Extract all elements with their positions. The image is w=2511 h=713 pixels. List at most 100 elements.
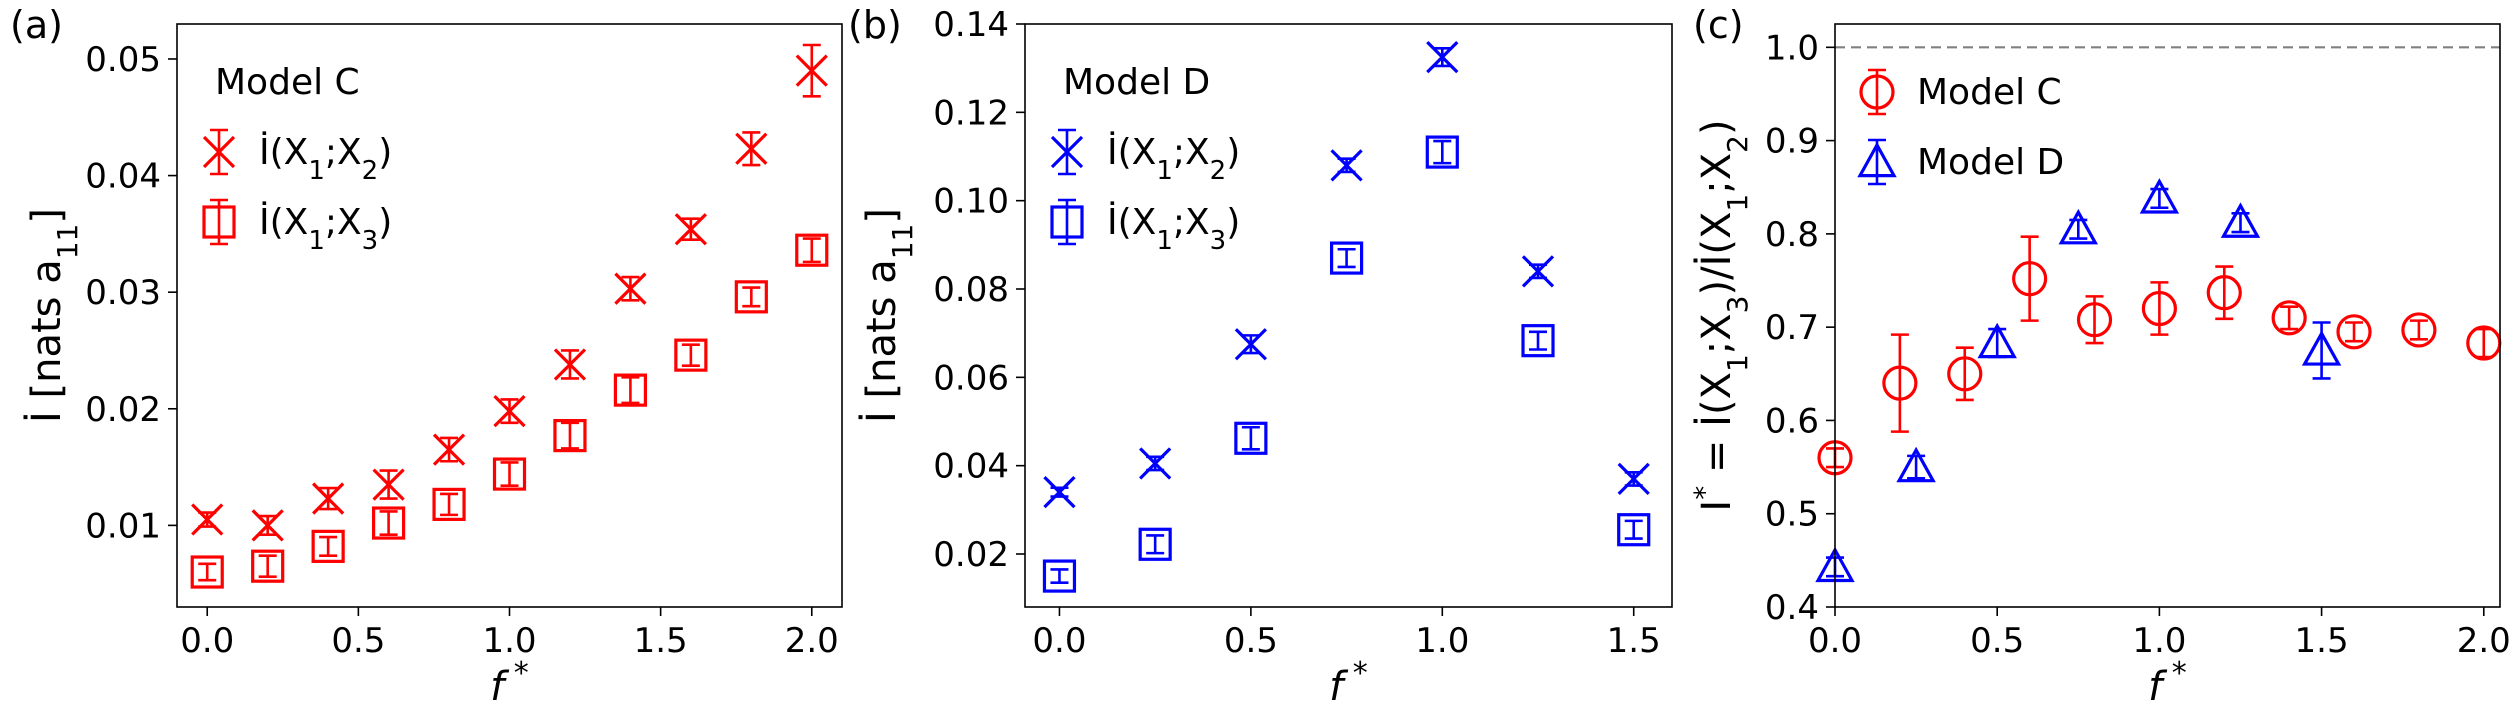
marker-triangle bbox=[1977, 322, 2017, 359]
data-point bbox=[1234, 421, 1268, 455]
data-point bbox=[1977, 322, 2017, 359]
marker-x-b bbox=[795, 54, 828, 87]
y-tick-label: 0.04 bbox=[933, 447, 1009, 487]
data-point bbox=[735, 131, 768, 167]
legend-marker-square bbox=[202, 205, 236, 239]
legend-entry: İ(X1;X3) bbox=[202, 198, 392, 256]
marker-circle bbox=[1947, 356, 1983, 392]
marker-circle bbox=[2206, 275, 2242, 311]
x-tick-label: 1.5 bbox=[634, 621, 688, 661]
y-tick-label: 0.01 bbox=[85, 506, 161, 546]
legend: Model C Model D bbox=[1857, 68, 2064, 186]
data-point bbox=[2336, 314, 2372, 350]
marker-square bbox=[432, 487, 466, 521]
data-point bbox=[432, 487, 466, 521]
x-tick-label: 0.5 bbox=[331, 621, 385, 661]
legend-title: Model D bbox=[1063, 62, 1210, 103]
data-point bbox=[795, 233, 829, 267]
x-tick-label: 2.0 bbox=[2457, 621, 2511, 661]
x-tick-label: 0.0 bbox=[180, 621, 234, 661]
legend-label: İ(X1;X3) bbox=[259, 201, 392, 256]
marker-square bbox=[674, 338, 708, 372]
marker-circle bbox=[1882, 365, 1918, 401]
legend-marker-x-b bbox=[202, 135, 236, 169]
marker-square bbox=[1329, 241, 1364, 275]
legend-label: İ(X1;X2) bbox=[259, 131, 392, 186]
marker-x-b bbox=[1521, 255, 1555, 288]
legend-label: İ(X1;X3) bbox=[1107, 201, 1240, 256]
marker-circle bbox=[2012, 261, 2048, 297]
data-point bbox=[2058, 208, 2099, 245]
legend-marker-triangle bbox=[1857, 141, 1897, 178]
series-0 bbox=[1817, 235, 2502, 476]
plot-frame bbox=[176, 23, 843, 608]
data-point bbox=[2141, 281, 2177, 336]
legend: Model D İ(X1;X2) İ(X1;X3) bbox=[1050, 62, 1240, 256]
x-axis-label: f * bbox=[1329, 656, 1368, 711]
marker-x-b bbox=[432, 433, 466, 466]
y-tick-label: 0.06 bbox=[933, 358, 1009, 398]
marker-x-b bbox=[191, 503, 224, 536]
y-tick-label: 1.0 bbox=[1765, 28, 1819, 68]
x-tick-label: 1.0 bbox=[482, 621, 536, 661]
y-tick-label: 0.7 bbox=[1765, 308, 1819, 348]
legend-label: İ(X1;X2) bbox=[1107, 131, 1240, 186]
legend-label: Model C bbox=[1917, 72, 2062, 113]
data-point bbox=[1329, 241, 1364, 275]
data-point bbox=[613, 373, 648, 407]
y-tick-label: 0.14 bbox=[933, 5, 1009, 45]
marker-triangle bbox=[2139, 178, 2180, 214]
marker-triangle bbox=[1896, 446, 1936, 483]
data-point bbox=[432, 433, 466, 466]
data-point bbox=[1330, 149, 1363, 182]
plot-frame bbox=[1024, 23, 1673, 608]
panel-label: (b) bbox=[848, 3, 902, 47]
data-point bbox=[1425, 135, 1459, 169]
marker-x-b bbox=[553, 348, 587, 381]
marker-x-b bbox=[1234, 328, 1268, 361]
marker-square bbox=[190, 555, 224, 589]
y-tick-label: 0.08 bbox=[933, 270, 1009, 310]
marker-square bbox=[1234, 421, 1268, 455]
legend-entry: İ(X1;X2) bbox=[1050, 128, 1240, 186]
data-point bbox=[251, 549, 285, 583]
plot-frame bbox=[1834, 23, 2501, 608]
data-point bbox=[614, 272, 647, 305]
series-0 bbox=[191, 43, 828, 542]
panel-label: (c) bbox=[1693, 3, 1744, 47]
data-point bbox=[492, 457, 527, 491]
series-1 bbox=[1815, 178, 2342, 583]
series-0 bbox=[1043, 40, 1650, 509]
series-1 bbox=[190, 233, 829, 589]
marker-square bbox=[371, 506, 406, 540]
x-tick-label: 0.0 bbox=[1808, 621, 1862, 661]
data-point bbox=[311, 529, 345, 563]
x-tick-label: 0.0 bbox=[1032, 621, 1086, 661]
data-point bbox=[1139, 447, 1172, 480]
panel-label: (a) bbox=[10, 3, 63, 47]
y-tick-label: 0.5 bbox=[1765, 495, 1819, 535]
y-tick-label: 0.04 bbox=[85, 157, 161, 197]
y-tick-label: 0.4 bbox=[1765, 588, 1819, 628]
data-point bbox=[371, 506, 406, 540]
marker-circle bbox=[2076, 302, 2113, 338]
y-tick-label: 0.9 bbox=[1765, 122, 1819, 162]
data-point bbox=[2220, 202, 2261, 238]
data-point bbox=[734, 280, 768, 314]
data-point bbox=[553, 348, 587, 381]
data-point bbox=[2076, 295, 2113, 345]
y-axis-label: İ [nats a11] bbox=[22, 208, 84, 423]
marker-square bbox=[795, 233, 829, 267]
x-tick-label: 0.5 bbox=[1224, 621, 1278, 661]
x-axis-label: f * bbox=[2148, 656, 2187, 711]
data-point bbox=[493, 394, 526, 428]
panel-b: 0.0 0.5 1.0 1.5 0.02 0.04 0.06 0.08 0.10 0.12 0.14… bbox=[848, 3, 1673, 711]
marker-square bbox=[311, 529, 345, 563]
y-axis-label: I* = İ(X1;X3)/İ(X1;X2) bbox=[1688, 119, 1754, 511]
legend: Model C İ(X1;X2) İ(X1;X3) bbox=[202, 62, 392, 256]
marker-circle bbox=[2401, 312, 2437, 348]
y-tick-label: 0.10 bbox=[933, 182, 1009, 222]
legend-marker-x-b bbox=[1050, 135, 1084, 169]
marker-x-b bbox=[735, 132, 768, 165]
x-tick-label: 1.0 bbox=[1415, 621, 1469, 661]
